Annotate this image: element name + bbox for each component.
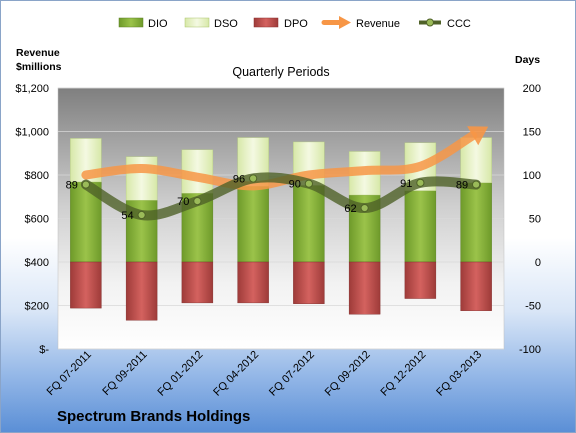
legend-revenue-label: Revenue bbox=[356, 18, 400, 30]
right-tick-label: 0 bbox=[535, 257, 541, 269]
left-tick-label: $1,000 bbox=[15, 127, 49, 139]
ccc-data-label: 96 bbox=[233, 173, 245, 185]
left-tick-label: $600 bbox=[25, 214, 49, 226]
bar-dpo bbox=[293, 261, 325, 304]
x-tick-label: FQ 09-2012 bbox=[323, 349, 373, 399]
ccc-data-label: 70 bbox=[177, 196, 189, 208]
bar-dio bbox=[404, 190, 437, 263]
legend-dpo-swatch bbox=[253, 17, 279, 28]
legend: DIO DSO DPO Revenue CCC bbox=[118, 16, 471, 30]
x-tick-label: FQ 03-2013 bbox=[434, 349, 484, 399]
bar-dpo bbox=[237, 261, 269, 304]
point-ccc bbox=[416, 178, 425, 187]
left-tick-label: $200 bbox=[25, 301, 49, 313]
x-tick-label: FQ 01-2012 bbox=[156, 349, 206, 399]
left-tick-label: $400 bbox=[25, 257, 49, 269]
right-tick-label: -100 bbox=[519, 344, 541, 356]
bar-dpo bbox=[125, 261, 158, 321]
right-axis-ticks: -100 -50 0 50 100 150 200 bbox=[519, 83, 541, 356]
bar-dio bbox=[293, 185, 325, 263]
right-tick-label: 200 bbox=[523, 83, 541, 95]
revenue-arrowhead bbox=[467, 126, 489, 146]
bar-dpo bbox=[404, 261, 437, 299]
company-name: Spectrum Brands Holdings bbox=[57, 408, 250, 425]
left-tick-label: $800 bbox=[25, 170, 49, 182]
lines bbox=[80, 126, 489, 221]
ccc-data-label: 89 bbox=[456, 180, 468, 192]
legend-dso-swatch bbox=[184, 17, 210, 28]
right-tick-label: 150 bbox=[523, 127, 541, 139]
legend-dio-swatch bbox=[118, 17, 144, 28]
left-axis-title-line1: Revenue bbox=[16, 47, 60, 59]
ccc-data-label: 91 bbox=[400, 178, 412, 190]
ccc-data-label: 89 bbox=[66, 180, 78, 192]
ccc-data-label: 90 bbox=[289, 179, 301, 191]
point-ccc bbox=[249, 174, 258, 183]
bar-dpo bbox=[181, 261, 214, 304]
x-tick-label: FQ 12-2012 bbox=[379, 349, 429, 399]
left-tick-label: $1,200 bbox=[15, 83, 49, 95]
x-axis-ticks: FQ 07-2011 FQ 09-2011 FQ 01-2012 FQ 04-2012… bbox=[45, 349, 485, 399]
x-tick-label: FQ 09-2011 bbox=[100, 349, 149, 398]
legend-dio-label: DIO bbox=[148, 18, 168, 30]
left-tick-label: $- bbox=[39, 344, 49, 356]
ccc-data-label: 62 bbox=[344, 203, 356, 215]
bar-dpo bbox=[70, 261, 102, 309]
bars bbox=[70, 137, 492, 321]
chart-subtitle: Quarterly Periods bbox=[232, 65, 329, 79]
right-axis-title: Days bbox=[515, 54, 540, 66]
point-ccc bbox=[360, 203, 369, 213]
right-tick-label: 50 bbox=[529, 214, 541, 226]
x-tick-label: FQ 04-2012 bbox=[211, 349, 261, 399]
x-tick-label: FQ 07-2011 bbox=[45, 349, 94, 398]
bar-dio bbox=[237, 186, 269, 263]
bar-dpo bbox=[348, 261, 381, 315]
ccc-data-labels: 89 54 70 96 90 62 91 89 bbox=[66, 173, 469, 222]
point-ccc bbox=[472, 180, 481, 189]
point-ccc bbox=[193, 197, 202, 206]
bar-dpo bbox=[460, 261, 492, 311]
ccc-data-label: 54 bbox=[121, 210, 133, 222]
point-ccc bbox=[137, 210, 146, 220]
bar-dso bbox=[125, 156, 158, 201]
x-tick-label: FQ 07-2012 bbox=[267, 349, 317, 399]
right-tick-label: 100 bbox=[523, 170, 541, 182]
legend-dpo-label: DPO bbox=[284, 18, 308, 30]
bar-dio bbox=[460, 182, 492, 263]
legend-ccc-label: CCC bbox=[447, 18, 471, 30]
point-ccc bbox=[304, 179, 313, 188]
left-axis-ticks: $- $200 $400 $600 $800 $1,000 $1,200 bbox=[15, 83, 49, 356]
legend-dso-label: DSO bbox=[214, 18, 238, 30]
left-axis-title-line2: $millions bbox=[16, 61, 62, 73]
legend-revenue-swatch bbox=[321, 16, 351, 29]
point-ccc bbox=[81, 180, 90, 189]
legend-ccc-swatch bbox=[419, 18, 441, 27]
right-tick-label: -50 bbox=[525, 301, 541, 313]
